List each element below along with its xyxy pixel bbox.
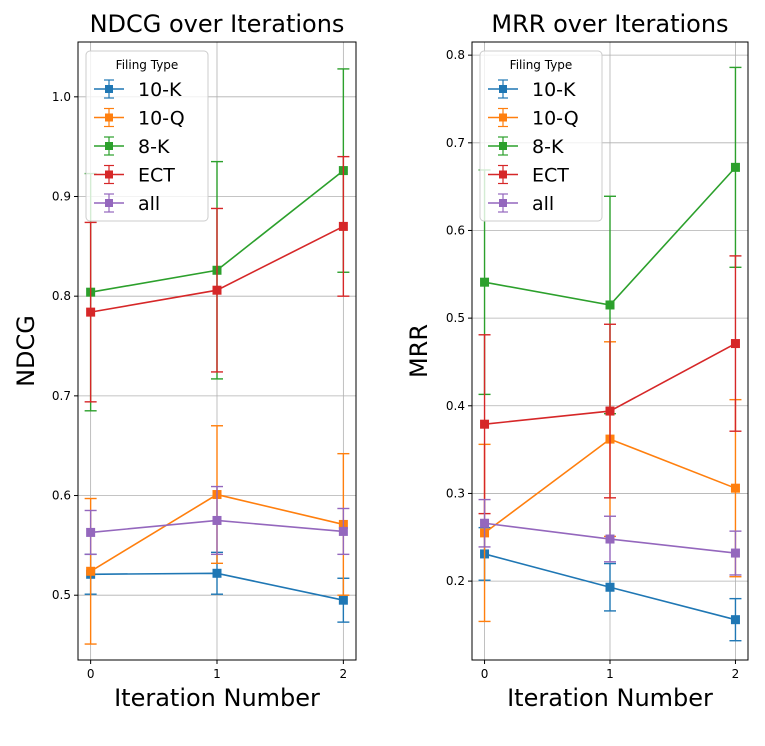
legend-item: all — [94, 193, 160, 215]
legend: Filing Type 10-K 10-Q 8-K ECT all — [479, 50, 603, 222]
y-tick-label: 1.0 — [52, 90, 71, 104]
legend-item: ECT — [488, 165, 569, 187]
data-point — [338, 221, 348, 231]
y-axis-label: NDCG — [12, 315, 40, 387]
chart-panel-mrr: 0 1 2 0.2 0.3 0.4 0.5 0.6 0.7 0.8 MRR over Iterati… — [405, 10, 749, 712]
data-point — [480, 518, 490, 528]
y-tick-label: 0.8 — [52, 289, 71, 303]
data-point — [605, 406, 615, 416]
data-point — [730, 615, 740, 625]
legend-label: ECT — [532, 165, 569, 187]
y-tick-label: 0.3 — [446, 486, 465, 500]
legend-item: 10-Q — [94, 108, 185, 130]
legend-box — [85, 50, 209, 222]
y-tick-label: 0.9 — [52, 190, 71, 204]
data-point — [212, 568, 222, 578]
series-all — [478, 498, 742, 576]
legend-item: 10-K — [488, 79, 576, 101]
y-tick-label: 0.5 — [446, 311, 465, 325]
y-tick-label: 0.2 — [446, 574, 465, 588]
data-point — [86, 566, 96, 576]
legend-swatch-marker — [105, 85, 113, 93]
y-tick-label: 0.6 — [52, 489, 71, 503]
data-point — [480, 419, 490, 429]
data-point — [338, 595, 348, 605]
legend-swatch-marker — [105, 113, 113, 122]
chart-title: MRR over Iterations — [491, 10, 728, 38]
x-axis-label: Iteration Number — [114, 684, 320, 712]
legend-label: 10-Q — [532, 108, 579, 130]
legend-label: all — [532, 193, 554, 215]
data-point — [605, 534, 615, 544]
x-tick-label: 2 — [732, 667, 740, 681]
data-point — [730, 483, 740, 493]
legend-label: 8-K — [532, 136, 564, 158]
x-tick-label: 2 — [340, 667, 348, 681]
legend-swatch-marker — [499, 85, 507, 93]
x-tick-label: 0 — [87, 667, 95, 681]
legend-swatch-marker — [499, 113, 507, 122]
legend-item: 10-Q — [488, 108, 579, 130]
legend-item: ECT — [94, 165, 175, 187]
data-point — [212, 515, 222, 525]
legend-title: Filing Type — [510, 58, 573, 72]
y-tick-label: 0.7 — [52, 389, 71, 403]
legend-item: all — [488, 193, 554, 215]
legend-label: 8-K — [138, 136, 170, 158]
data-point — [86, 307, 96, 317]
legend-swatch-marker — [499, 170, 507, 179]
chart-title: NDCG over Iterations — [90, 10, 345, 38]
legend-item: 10-K — [94, 79, 182, 101]
x-axis-label: Iteration Number — [507, 684, 713, 712]
y-tick-label: 0.7 — [446, 136, 465, 150]
legend-item: 8-K — [94, 136, 170, 158]
data-point — [212, 285, 222, 295]
data-point — [730, 162, 740, 172]
series-ect — [478, 255, 742, 515]
legend-swatch-marker — [499, 199, 507, 207]
y-tick-label: 0.5 — [52, 588, 71, 602]
data-point — [480, 277, 490, 287]
legend-label: all — [138, 193, 160, 215]
data-point — [605, 300, 615, 310]
data-point — [605, 582, 615, 592]
legend-swatch-marker — [105, 170, 113, 179]
legend-label: 10-Q — [138, 108, 185, 130]
data-point — [86, 527, 96, 537]
y-axis-label: MRR — [405, 324, 433, 378]
series-ect — [84, 155, 350, 403]
y-tick-label: 0.6 — [446, 223, 465, 237]
legend: Filing Type 10-K 10-Q 8-K ECT all — [85, 50, 209, 222]
series-all — [84, 485, 350, 556]
x-tick-label: 1 — [213, 667, 221, 681]
legend-swatch-marker — [105, 142, 113, 150]
data-point — [730, 548, 740, 558]
chart-panel-ndcg: 0 1 2 0.5 0.6 0.7 0.8 0.9 1.0 NDCG over Iteration… — [12, 10, 357, 712]
y-tick-label: 0.4 — [446, 399, 465, 413]
legend-box — [479, 50, 603, 222]
legend-label: ECT — [138, 165, 175, 187]
x-tick-label: 0 — [481, 667, 489, 681]
legend-label: 10-K — [138, 79, 182, 101]
x-tick-label: 1 — [606, 667, 614, 681]
legend-label: 10-K — [532, 79, 576, 101]
legend-item: 8-K — [488, 136, 564, 158]
legend-swatch-marker — [105, 199, 113, 207]
data-point — [730, 339, 740, 349]
y-tick-label: 0.8 — [446, 48, 465, 62]
legend-swatch-marker — [499, 142, 507, 150]
data-point — [338, 526, 348, 536]
legend-title: Filing Type — [116, 58, 179, 72]
